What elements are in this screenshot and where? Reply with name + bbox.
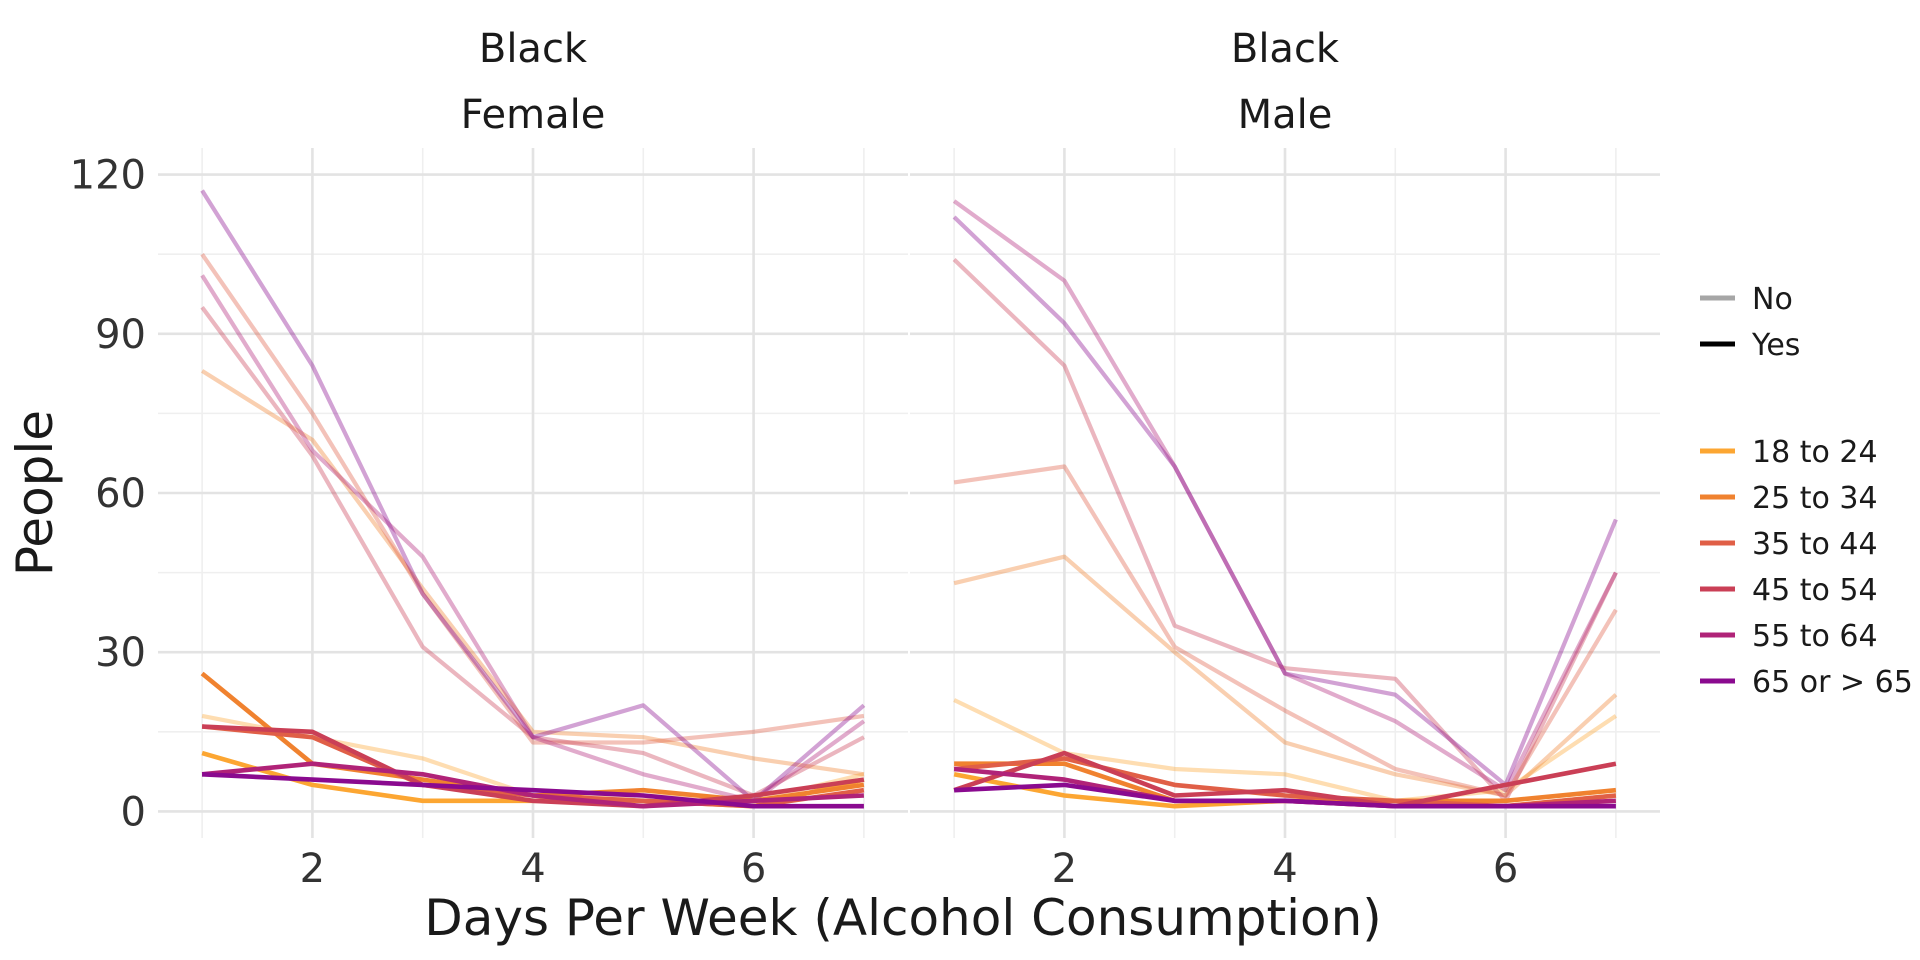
x-tick-label: 2	[1052, 846, 1077, 892]
series-line-yes-45-to-54	[201, 724, 865, 809]
series-line-no-35-to-44	[200, 253, 865, 745]
series-yes-layer	[200, 671, 1617, 809]
strip-layer: Black Female Black Male	[461, 26, 1340, 138]
strip-label: Black	[479, 26, 588, 72]
x-axis-title: Days Per Week (Alcohol Consumption)	[424, 889, 1382, 947]
y-tick-label: 90	[95, 312, 146, 358]
legend-label: 25 to 34	[1752, 481, 1878, 516]
y-axis-title: People	[6, 410, 64, 576]
x-tick-label: 4	[1272, 846, 1297, 892]
x-tick-label: 6	[1493, 846, 1518, 892]
y-tick-label: 60	[95, 471, 146, 517]
y-tick-label: 30	[95, 630, 146, 676]
series-line-no-35-to-44	[953, 464, 1618, 798]
series-line-yes-45-to-54	[953, 750, 1617, 809]
legend-label: 65 or > 65	[1752, 665, 1913, 700]
series-line-yes-55-to-64	[201, 761, 865, 809]
grid-layer	[158, 148, 1660, 838]
strip-label: Black	[1231, 26, 1340, 72]
legend-label: No	[1752, 282, 1793, 317]
legend-label: 55 to 64	[1752, 619, 1878, 654]
series-line-no-25-to-34	[953, 554, 1618, 798]
x-tick-label: 4	[520, 846, 545, 892]
legend-label: 18 to 24	[1752, 435, 1878, 470]
legend: No Yes 18 to 24 25 to 34 35 to 44 45 to 54 55 …	[1700, 282, 1913, 700]
x-tick-label: 6	[741, 846, 766, 892]
legend-label: 45 to 54	[1752, 573, 1878, 608]
strip-label: Female	[461, 92, 606, 138]
y-tick-label: 120	[70, 153, 146, 199]
series-line-yes-65-or-65	[201, 772, 864, 809]
legend-label: 35 to 44	[1752, 527, 1878, 562]
series-line-no-25-to-34	[200, 369, 865, 777]
series-line-yes-65-or-65	[953, 782, 1616, 809]
legend-label: Yes	[1751, 328, 1800, 363]
x-tick-label: 2	[300, 846, 325, 892]
y-tick-label: 0	[121, 789, 146, 835]
series-line-no-55-to-64	[952, 199, 1618, 793]
strip-label: Male	[1238, 92, 1333, 138]
